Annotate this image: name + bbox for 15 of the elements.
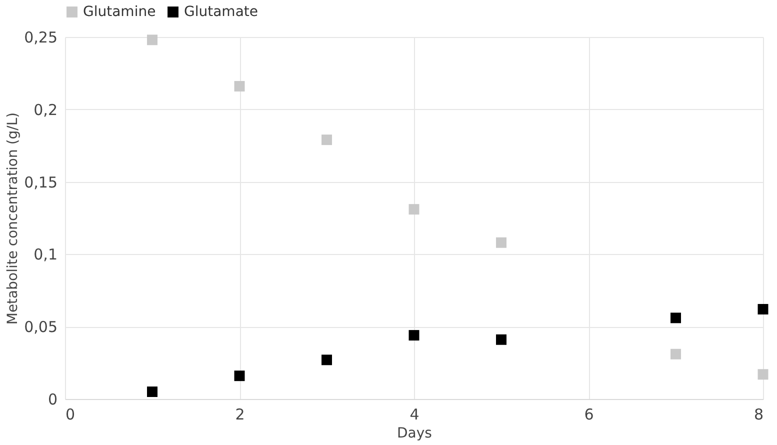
y-tick-label: 0,2 (34, 100, 58, 119)
x-tick-label: 2 (235, 406, 245, 424)
y-tick-label: 0 (48, 390, 58, 408)
x-tick-label: 6 (584, 406, 594, 424)
y-tick-label: 0,25 (24, 28, 58, 46)
x-tick-label: 4 (410, 406, 420, 424)
y-tick-label: 0,05 (24, 318, 58, 336)
legend-label: Glutamate (184, 4, 258, 20)
y-tick-label: 0,15 (24, 173, 58, 192)
x-tick-label: 8 (754, 406, 764, 424)
legend-label: Glutamine (83, 4, 156, 20)
y-tick-label: 0,1 (34, 246, 58, 264)
x-tick-label: 0 (66, 406, 76, 424)
x-axis-title: Days (397, 426, 432, 442)
y-axis-title: Metabolite concentration (g/L) (5, 112, 22, 325)
